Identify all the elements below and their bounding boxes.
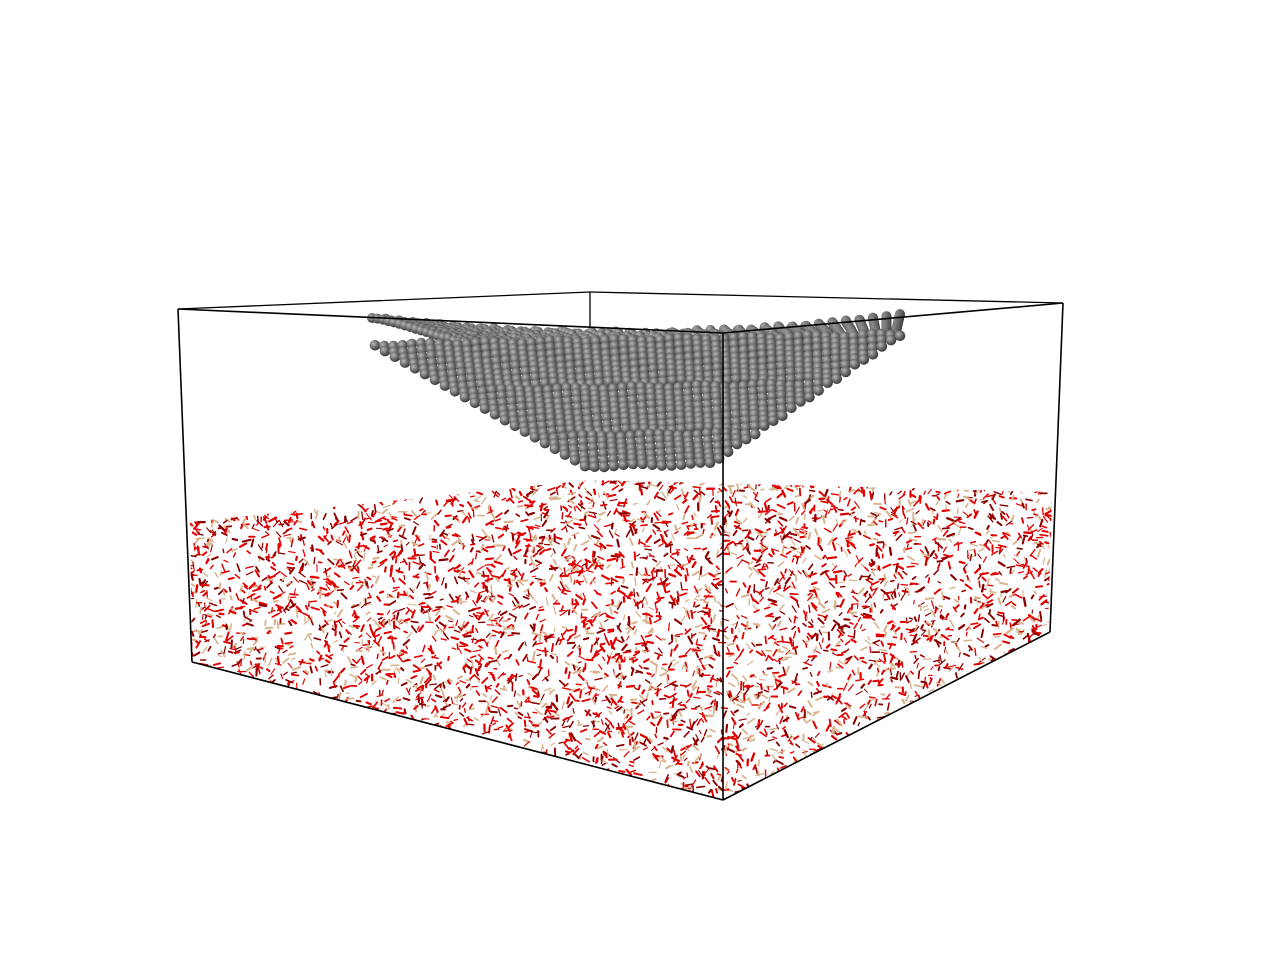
simulation-box-front [177,302,1064,801]
amorphous-substrate [190,480,1052,800]
crystalline-tip [367,309,906,473]
